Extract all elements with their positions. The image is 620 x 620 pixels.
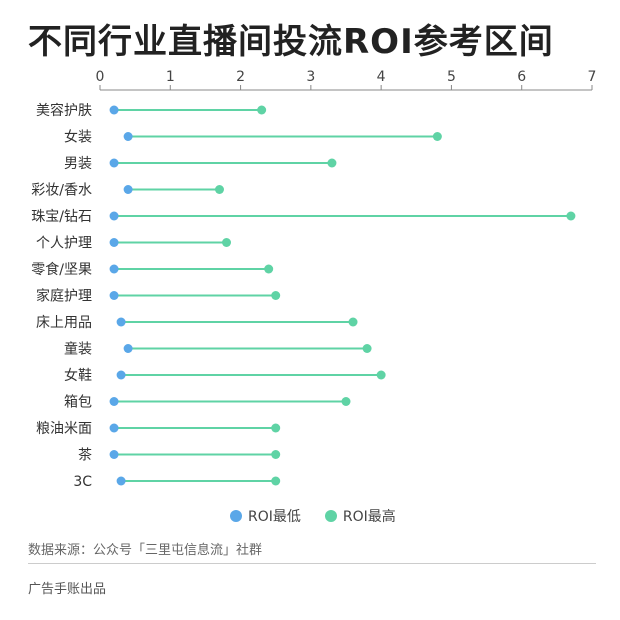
category-label: 家庭护理	[36, 288, 92, 305]
roi-high-point	[376, 370, 386, 380]
legend: ROI最低 ROI最高	[230, 506, 420, 526]
category-label: 美容护肤	[36, 102, 92, 119]
roi-high-point	[362, 344, 372, 353]
roi-low-point	[109, 158, 119, 168]
roi-low-point	[109, 238, 119, 247]
roi-high-point	[271, 423, 281, 433]
x-tick-label: 1	[166, 69, 175, 85]
footer-credit: 广告手账出品	[28, 582, 107, 597]
legend-label-high: ROI最高	[342, 509, 396, 525]
roi-low-point	[123, 185, 133, 194]
legend-label-low: ROI最低	[248, 509, 301, 525]
category-label: 箱包	[64, 395, 92, 411]
legend-item-low: ROI最低	[230, 506, 301, 526]
roi-low-point	[109, 450, 119, 459]
dumbbell-chart: 0 1 2 3 4 5 6 7 美容护肤女装男装彩妆/香水珠宝/钻石个人护理零食/坚果家庭护理床…	[31, 69, 597, 490]
x-tick-label: 7	[588, 69, 597, 85]
roi-high-point	[271, 291, 281, 300]
roi-low-point	[109, 291, 119, 300]
category-label: 女装	[64, 129, 92, 146]
roi-low-point	[123, 344, 133, 353]
category-label: 零食/坚果	[31, 261, 92, 278]
legend-dot-high	[324, 510, 337, 522]
roi-high-point	[327, 158, 337, 168]
category-label: 珠宝/钻石	[31, 209, 92, 225]
roi-high-point	[264, 264, 274, 274]
category-label: 童装	[64, 341, 92, 358]
roi-low-point	[109, 423, 119, 433]
x-tick-label: 6	[517, 69, 526, 85]
roi-high-point	[341, 397, 351, 406]
category-label: 彩妆/香水	[31, 183, 92, 199]
category-label: 床上用品	[36, 315, 92, 331]
x-tick-label: 3	[306, 69, 315, 85]
category-label: 男装	[64, 156, 92, 172]
roi-high-point	[257, 105, 267, 115]
roi-high-point	[222, 238, 232, 247]
roi-low-point	[116, 317, 126, 327]
roi-high-point	[348, 317, 358, 327]
category-label: 个人护理	[36, 236, 92, 252]
chart-title: 不同行业直播间投流ROI参考区间	[28, 22, 554, 62]
x-tick-label: 5	[447, 69, 456, 85]
x-tick-label: 0	[96, 69, 105, 85]
roi-low-point	[109, 397, 119, 406]
roi-high-point	[271, 450, 281, 459]
roi-high-point	[271, 476, 281, 486]
category-label: 女鞋	[64, 367, 92, 384]
roi-low-point	[109, 105, 119, 115]
divider	[28, 563, 596, 564]
category-label: 3C	[73, 474, 92, 490]
roi-high-point	[432, 132, 442, 141]
roi-low-point	[116, 370, 126, 380]
x-tick-label: 4	[377, 69, 386, 85]
roi-low-point	[109, 264, 119, 274]
roi-low-point	[123, 132, 133, 141]
source-note: 数据来源：公众号「三里屯信息流」社群	[28, 543, 263, 558]
category-label: 茶	[78, 448, 92, 464]
roi-high-point	[214, 185, 224, 194]
category-label: 粮油米面	[36, 421, 92, 437]
roi-high-point	[566, 211, 576, 221]
roi-low-point	[109, 211, 119, 221]
legend-dot-low	[230, 510, 242, 522]
roi-low-point	[116, 476, 126, 486]
x-tick-label: 2	[236, 69, 245, 85]
legend-item-high: ROI最高	[324, 506, 396, 526]
